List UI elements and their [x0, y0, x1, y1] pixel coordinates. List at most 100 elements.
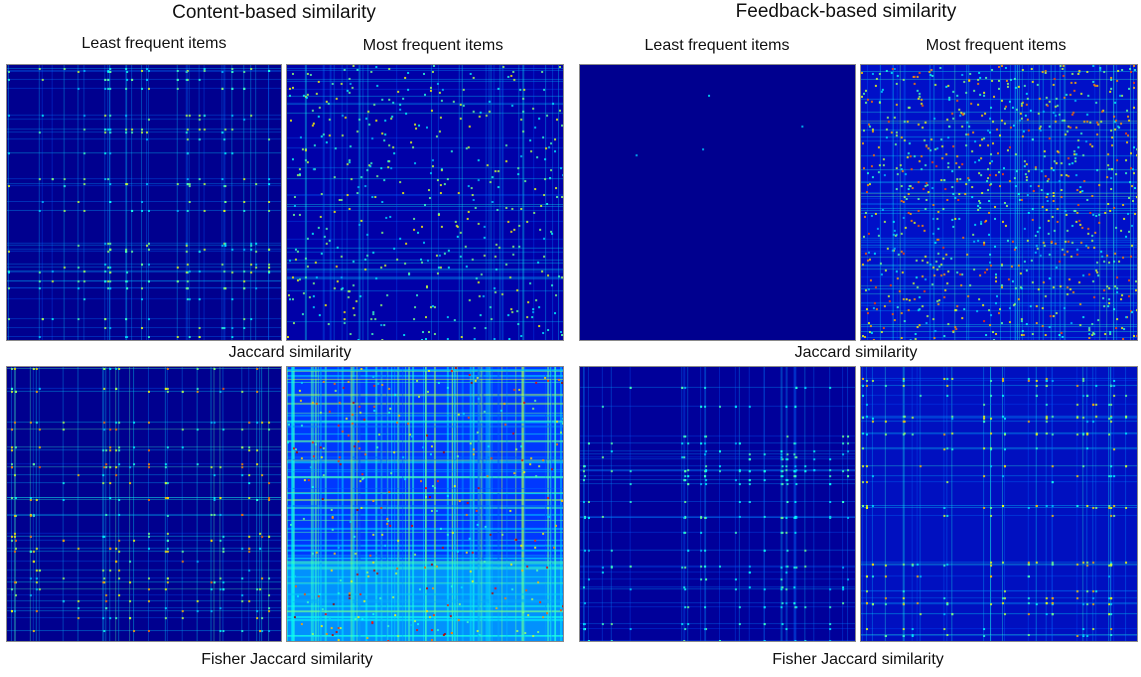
heatmap-cell	[937, 210, 940, 213]
heatmap-cell	[1023, 227, 1026, 230]
heatmap-cell	[988, 233, 991, 236]
heatmap-cell	[1131, 185, 1134, 188]
heatmap-cell	[358, 223, 361, 226]
heatmap-stripe-row	[7, 201, 281, 203]
heatmap-cell	[63, 266, 66, 269]
heatmap-stripe-col	[292, 367, 295, 641]
heatmap-cell	[407, 422, 410, 425]
heatmap-cell	[869, 279, 872, 282]
heatmap-cell	[974, 140, 977, 143]
heatmap-cell	[529, 282, 532, 285]
heatmap-stripe-col	[1035, 367, 1037, 641]
heatmap-stripe-row	[580, 450, 855, 452]
heatmap-cell	[684, 606, 687, 609]
heatmap-cell	[51, 280, 54, 283]
heatmap-cell	[562, 605, 563, 608]
heatmap-cell	[629, 588, 632, 591]
heatmap-cell	[972, 131, 975, 134]
heatmap-cell	[962, 236, 965, 239]
heatmap-cell	[1120, 229, 1123, 232]
heatmap-cell	[126, 78, 129, 81]
heatmap-cell	[398, 414, 401, 417]
heatmap-cell	[1047, 232, 1050, 235]
heatmap-cell	[1055, 266, 1058, 269]
heatmap-cell	[804, 549, 807, 552]
heatmap-cell	[13, 421, 16, 424]
heatmap-cell	[198, 336, 201, 339]
heatmap-stripe-col	[582, 367, 584, 641]
heatmap-cell	[379, 597, 382, 600]
heatmap-cell	[166, 497, 169, 500]
heatmap-cell	[1001, 415, 1004, 418]
heatmap-stripe-col	[250, 65, 252, 340]
heatmap-stripe-row	[287, 103, 563, 105]
heatmap-cell	[413, 318, 416, 321]
heatmap-cell	[794, 640, 797, 641]
heatmap-cell	[894, 234, 897, 237]
heatmap-cell	[376, 84, 379, 87]
heatmap-stripe-col	[477, 367, 480, 641]
heatmap-cell	[29, 535, 32, 538]
heatmap-cell	[534, 399, 537, 402]
heatmap-cell	[105, 449, 108, 452]
heatmap-cell	[181, 550, 184, 553]
heatmap-cell	[462, 412, 465, 415]
heatmap-stripe-row	[861, 379, 1137, 381]
heatmap-cell	[829, 588, 832, 591]
heatmap-cell	[704, 549, 707, 552]
heatmap-stripe-col	[1009, 65, 1011, 340]
heatmap-cell	[429, 86, 432, 89]
heatmap-stripe-col	[506, 367, 508, 641]
heatmap-cell	[107, 69, 110, 72]
heatmap-cell	[700, 483, 703, 486]
heatmap-cell	[829, 483, 832, 486]
heatmap-cell	[370, 70, 373, 73]
heatmap-cell	[62, 539, 65, 542]
heatmap-cell	[102, 617, 105, 620]
heatmap-cell	[402, 192, 405, 195]
heatmap-cell	[990, 465, 993, 468]
heatmap-cell	[587, 501, 590, 504]
heatmap-stripe-row	[861, 202, 1137, 204]
heatmap-stripe-row	[861, 239, 1137, 241]
heatmap-cell	[883, 174, 886, 177]
heatmap-cell	[268, 630, 271, 633]
heatmap-cell	[231, 114, 234, 117]
heatmap-cell	[917, 97, 920, 100]
heatmap-background	[580, 65, 855, 340]
heatmap-stripe-row	[861, 193, 1137, 195]
heatmap-cell	[522, 130, 525, 133]
heatmap-cell	[1027, 211, 1030, 214]
heatmap-cell	[1000, 65, 1003, 67]
heatmap-cell	[383, 179, 386, 182]
heatmap-cell	[998, 171, 1000, 174]
heatmap-cell	[302, 94, 305, 97]
heatmap-cell	[141, 131, 144, 134]
heatmap-cell	[241, 630, 244, 633]
heatmap-cell	[447, 249, 450, 252]
heatmap-cell	[347, 434, 350, 437]
heatmap-stripe-row	[287, 112, 563, 114]
heatmap-cell	[395, 572, 398, 575]
heatmap-stripe-row	[861, 310, 1137, 312]
heatmap-cell	[896, 74, 899, 77]
heatmap-cell	[1110, 76, 1113, 79]
heatmap-cell	[1110, 628, 1113, 631]
heatmap-cell	[1082, 561, 1085, 564]
heatmap-cell	[7, 318, 10, 321]
heatmap-cell	[990, 564, 993, 567]
heatmap-stripe-row	[861, 613, 1137, 615]
heatmap-cell	[1095, 384, 1098, 387]
heatmap-cell	[352, 284, 355, 287]
heatmap-cell	[1031, 281, 1034, 284]
heatmap-stripe-row	[861, 212, 1137, 214]
heatmap-cell	[1044, 71, 1047, 74]
heatmap-cell	[304, 149, 307, 152]
heatmap-cell	[1001, 475, 1004, 478]
heatmap-cell	[77, 244, 80, 247]
heatmap-stripe-col	[502, 65, 504, 340]
heatmap-stripe-col	[786, 367, 788, 641]
heatmap-cell	[990, 448, 993, 451]
heatmap-cell	[734, 442, 737, 445]
heatmap-cell	[10, 539, 13, 542]
